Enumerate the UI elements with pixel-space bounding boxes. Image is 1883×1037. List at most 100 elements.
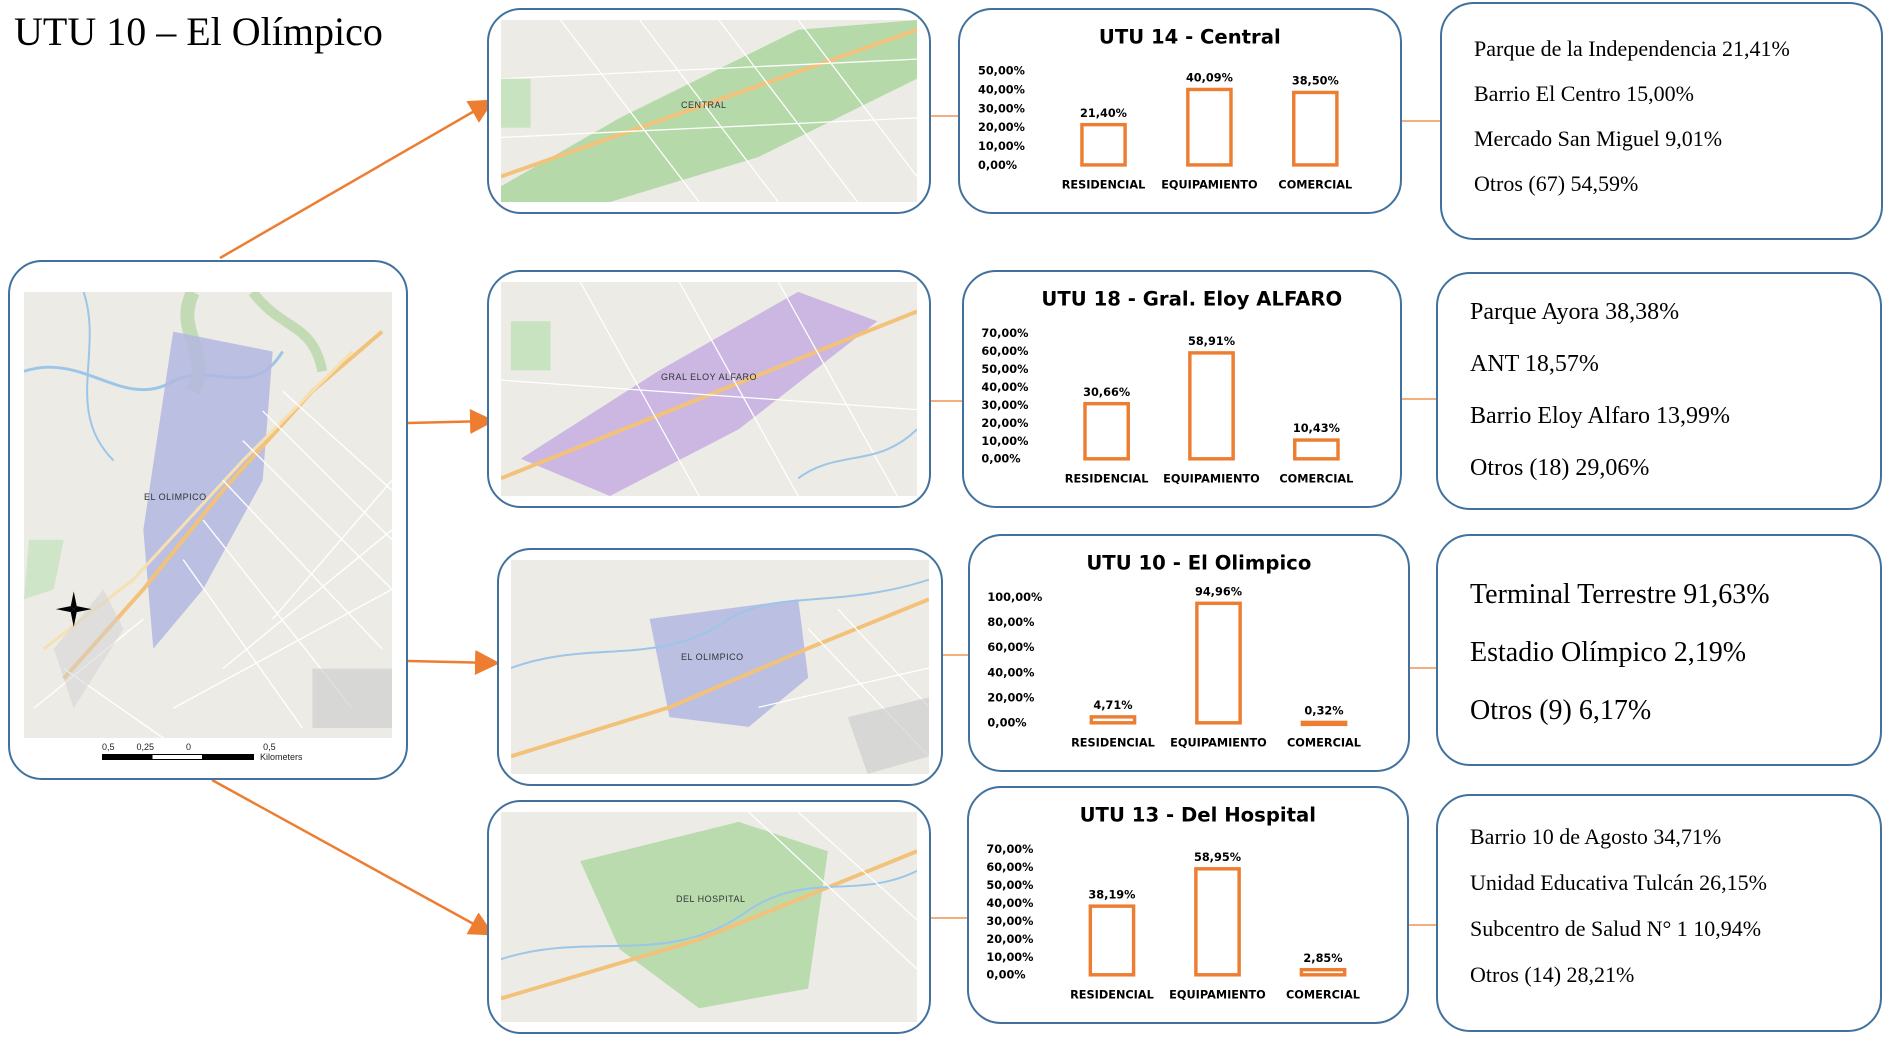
scale-tick-4: 0,5 — [263, 742, 276, 752]
y-tick-label: 20,00% — [981, 417, 1028, 430]
y-tick-label: 0,00% — [981, 453, 1020, 466]
y-tick-label: 80,00% — [987, 616, 1034, 629]
text-line: Mercado San Miguel 9,01% — [1474, 126, 1723, 151]
y-tick-label: 60,00% — [981, 345, 1028, 358]
map-panel-olimpico: EL OLIMPICO — [497, 548, 943, 786]
text-line: Parque Ayora 38,38% — [1470, 299, 1680, 325]
text-line: Subcentro de Salud N° 1 10,94% — [1470, 916, 1762, 941]
chart-olimpico: UTU 10 - El Olimpico 0,00% 20,00% 40,00% 60,… — [987, 551, 1361, 749]
category-label: COMERCIAL — [1286, 988, 1360, 1001]
chart-panel-eloy-alfaro: UTU 18 - Gral. Eloy ALFARO 0,00% 10,00% 20,… — [962, 270, 1402, 508]
text-panel-olimpico: Terminal Terrestre 91,63% Estadio Olímpi… — [1436, 534, 1882, 766]
data-label: 40,09% — [1186, 72, 1233, 85]
y-tick-label: 70,00% — [981, 327, 1028, 340]
main-map: EL OLIMPICO — [24, 292, 392, 738]
scale-tick-3: 0 — [186, 742, 192, 752]
map-panel-hospital: DEL HOSPITAL — [487, 800, 931, 1034]
text-line: Otros (14) 28,21% — [1470, 962, 1635, 987]
bar — [1186, 87, 1233, 167]
map-hospital: DEL HOSPITAL — [501, 812, 917, 1022]
bar — [1195, 601, 1242, 725]
chart-eloy-alfaro: UTU 18 - Gral. Eloy ALFARO 0,00% 10,00% 20,… — [981, 287, 1353, 485]
y-tick-label: 100,00% — [987, 591, 1042, 604]
main-map-panel: EL OLIMPICO 0,5 0,25 0 0,5 Kilometers — [8, 260, 408, 780]
category-label: COMERCIAL — [1279, 472, 1353, 485]
chart-panel-central: UTU 14 - Central 0,00% 10,00% 20,00% 30,00% 4… — [958, 8, 1402, 214]
y-tick-label: 20,00% — [986, 933, 1033, 946]
data-label: 38,50% — [1292, 75, 1339, 88]
data-label: 2,85% — [1303, 952, 1342, 965]
chart-hospital: UTU 13 - Del Hospital 0,00% 10,00% 20,00% 30… — [986, 803, 1360, 1001]
map-central: CENTRAL — [501, 20, 917, 202]
bar — [1088, 904, 1136, 977]
scale-unit: Kilometers — [260, 752, 303, 762]
data-label: 38,19% — [1088, 888, 1135, 901]
chart-title: UTU 18 - Gral. Eloy ALFARO — [1041, 287, 1342, 310]
category-label: RESIDENCIAL — [1062, 178, 1146, 191]
y-tick-label: 30,00% — [978, 102, 1025, 115]
y-tick-label: 10,00% — [981, 435, 1028, 448]
text-line: Barrio Eloy Alfaro 13,99% — [1470, 403, 1730, 429]
arrow-to-eloy-alfaro — [407, 408, 495, 434]
text-line: Otros (67) 54,59% — [1474, 171, 1639, 196]
map-central-label: CENTRAL — [681, 100, 727, 110]
bar — [1188, 351, 1235, 461]
map-panel-eloy-alfaro: GRAL ELOY ALFARO — [487, 270, 931, 508]
arrow-to-hospital — [211, 778, 495, 936]
chart-title: UTU 14 - Central — [1099, 25, 1281, 48]
map-eloy-alfaro: GRAL ELOY ALFARO — [501, 282, 917, 496]
text-line: ANT 18,57% — [1470, 351, 1599, 377]
map-eloy-alfaro-label: GRAL ELOY ALFARO — [661, 372, 758, 382]
bar — [1080, 122, 1127, 167]
category-label: COMERCIAL — [1278, 178, 1352, 191]
data-label: 21,40% — [1080, 107, 1127, 120]
data-label: 58,95% — [1194, 851, 1241, 864]
bar — [1083, 401, 1130, 461]
y-tick-label: 60,00% — [986, 861, 1033, 874]
arrow-to-olimpico — [407, 650, 500, 676]
map-panel-central: CENTRAL — [487, 8, 931, 214]
y-tick-label: 50,00% — [978, 65, 1025, 78]
main-map-label: EL OLIMPICO — [144, 492, 207, 502]
text-line: Terminal Terrestre 91,63% — [1470, 579, 1770, 610]
chart-central: UTU 14 - Central 0,00% 10,00% 20,00% 30,00% 4… — [978, 25, 1352, 191]
y-tick-label: 10,00% — [978, 140, 1025, 153]
scale-tick-1: 0,5 — [102, 742, 115, 752]
data-label: 10,43% — [1293, 422, 1340, 435]
y-tick-label: 0,00% — [978, 159, 1017, 172]
y-tick-label: 0,00% — [987, 717, 1026, 730]
category-label: RESIDENCIAL — [1071, 736, 1155, 749]
data-label: 30,66% — [1083, 386, 1130, 399]
y-tick-label: 10,00% — [986, 951, 1033, 964]
y-tick-label: 70,00% — [986, 843, 1033, 856]
category-label: EQUIPAMIENTO — [1163, 472, 1260, 485]
data-label: 4,71% — [1093, 699, 1132, 712]
text-line: Otros (18) 29,06% — [1470, 455, 1650, 481]
chart-title: UTU 13 - Del Hospital — [1080, 803, 1316, 826]
bar — [1293, 438, 1340, 461]
y-tick-label: 30,00% — [981, 399, 1028, 412]
text-line: Parque de la Independencia 21,41% — [1474, 36, 1790, 61]
chart-panel-hospital: UTU 13 - Del Hospital 0,00% 10,00% 20,00% 30… — [967, 786, 1409, 1024]
category-label: RESIDENCIAL — [1070, 988, 1154, 1001]
category-label: EQUIPAMIENTO — [1161, 178, 1258, 191]
text-panel-eloy-alfaro: Parque Ayora 38,38% ANT 18,57% Barrio El… — [1436, 272, 1882, 510]
data-label: 58,91% — [1188, 335, 1235, 348]
y-tick-label: 20,00% — [987, 692, 1034, 705]
y-tick-label: 50,00% — [981, 363, 1028, 376]
data-label: 94,96% — [1195, 585, 1242, 598]
map-olimpico-label: EL OLIMPICO — [681, 652, 744, 662]
y-tick-label: 30,00% — [986, 915, 1033, 928]
text-line: Unidad Educativa Tulcán 26,15% — [1470, 870, 1767, 895]
y-tick-label: 40,00% — [981, 381, 1028, 394]
y-tick-label: 40,00% — [986, 897, 1033, 910]
chart-panel-olimpico: UTU 10 - El Olimpico 0,00% 20,00% 40,00% 60,… — [968, 534, 1410, 772]
category-label: EQUIPAMIENTO — [1169, 988, 1266, 1001]
scale-tick-2: 0,25 — [136, 742, 155, 752]
bar — [1292, 90, 1339, 167]
y-tick-label: 40,00% — [978, 84, 1025, 97]
category-label: COMERCIAL — [1287, 736, 1361, 749]
text-panel-central: Parque de la Independencia 21,41% Barrio… — [1440, 2, 1883, 240]
y-tick-label: 20,00% — [978, 121, 1025, 134]
page-title: UTU 10 – El Olímpico — [14, 9, 383, 54]
